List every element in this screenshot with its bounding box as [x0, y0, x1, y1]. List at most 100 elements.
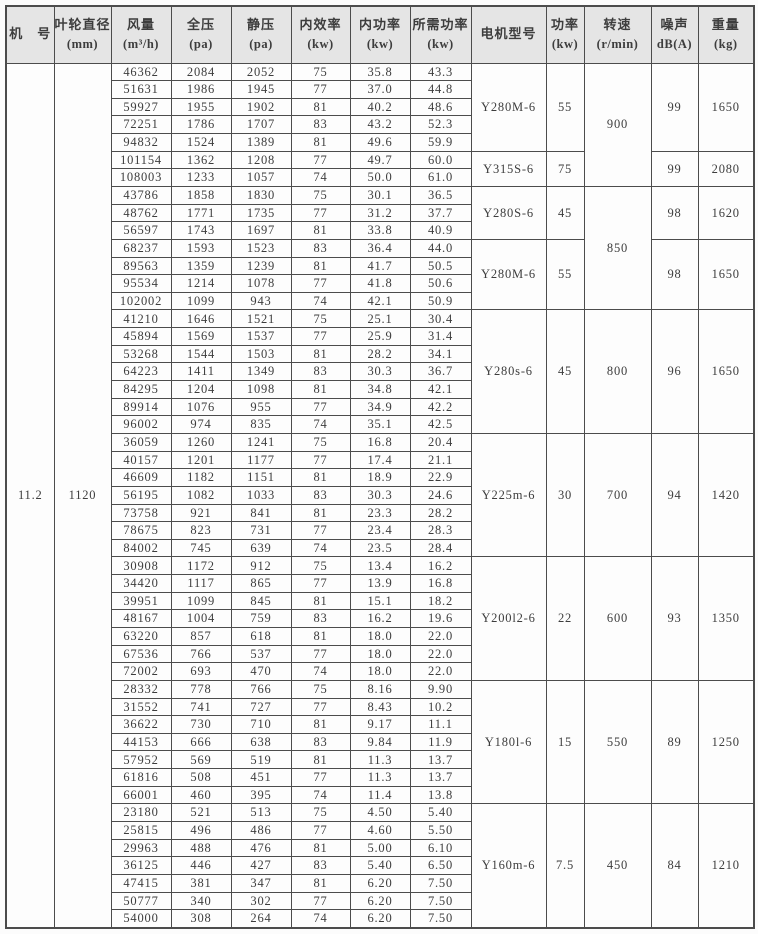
total-pressure-cell: 745 — [170, 538, 232, 558]
static-pressure-cell: 1945 — [230, 80, 292, 99]
airflow-cell: 96002 — [110, 415, 172, 434]
total-pressure-cell: 1524 — [170, 133, 232, 152]
required-power-cell: 31.4 — [409, 327, 472, 346]
noise-cell: 99 — [650, 62, 699, 152]
static-pressure-cell: 347 — [230, 873, 292, 893]
internal-power-cell: 49.7 — [349, 150, 411, 170]
airflow-cell: 101154 — [110, 150, 172, 170]
efficiency-cell: 77 — [290, 644, 351, 664]
table-row: 30908 1172 912 75 13.4 16.2 Y200l2-6 22 600 93 135… — [6, 556, 755, 681]
required-power-cell: 21.1 — [409, 450, 472, 470]
required-power-cell: 36.7 — [409, 362, 472, 382]
noise-cell: 96 — [650, 309, 699, 434]
machine-no-cell: 11.2 — [5, 62, 55, 929]
static-pressure-cell: 1349 — [230, 362, 292, 382]
efficiency-cell: 75 — [290, 309, 351, 329]
table-row: 40157 1201 1177 77 17.4 21.1 — [6, 450, 754, 470]
required-power-cell: 20.4 — [409, 432, 472, 452]
header-cell: 所需功率 (kw) — [409, 5, 472, 64]
header-unit: dB(A) — [656, 37, 693, 52]
total-pressure-cell: 921 — [170, 503, 232, 523]
static-pressure-cell: 1239 — [230, 256, 292, 276]
required-power-cell: 50.9 — [409, 291, 472, 311]
total-pressure-cell: 1233 — [170, 168, 232, 187]
internal-power-cell: 23.4 — [349, 521, 411, 540]
internal-power-cell: 25.9 — [349, 327, 411, 346]
noise-cell: 93 — [650, 556, 699, 681]
internal-power-cell: 28.2 — [349, 344, 411, 364]
airflow-cell: 45894 — [110, 327, 172, 346]
table-row: 89563 1359 1239 81 41.7 50.5 — [6, 256, 754, 276]
table-row: 47415 381 347 81 6.20 7.50 — [6, 873, 754, 893]
rpm-cell: 700 — [583, 432, 652, 558]
table-row: 89914 1076 955 77 34.9 42.2 — [6, 397, 754, 417]
efficiency-cell: 83 — [290, 485, 351, 505]
motor-model-cell: Y225m-6 — [470, 432, 547, 558]
total-pressure-cell: 1204 — [170, 380, 232, 399]
static-pressure-cell: 1521 — [230, 309, 292, 329]
total-pressure-cell: 1201 — [170, 450, 232, 470]
internal-power-cell: 40.2 — [349, 97, 411, 117]
airflow-cell: 56597 — [110, 221, 172, 240]
airflow-cell: 72251 — [110, 115, 172, 135]
header-unit: (pa) — [189, 37, 213, 52]
table-row: 72002 693 470 74 18.0 22.0 — [6, 662, 754, 681]
static-pressure-cell: 1057 — [230, 168, 292, 187]
weight-cell: 1420 — [697, 432, 755, 558]
static-pressure-cell: 841 — [230, 503, 292, 523]
efficiency-cell: 75 — [290, 62, 351, 82]
total-pressure-cell: 1411 — [170, 362, 232, 382]
internal-power-cell: 13.9 — [349, 574, 411, 593]
total-pressure-cell: 521 — [170, 803, 232, 823]
table-row: 34420 1117 865 77 13.9 16.8 — [6, 574, 754, 593]
required-power-cell: 6.50 — [409, 856, 472, 875]
header-cell: 噪声 dB(A) — [650, 5, 699, 64]
total-pressure-cell: 308 — [170, 909, 232, 929]
motor-power-cell: 30 — [545, 432, 585, 558]
table-row: 28332 778 766 75 8.16 9.90 Y180l-6 15 550 89 1250 — [6, 679, 755, 805]
required-power-cell: 24.6 — [409, 485, 472, 505]
airflow-cell: 89914 — [110, 397, 172, 417]
static-pressure-cell: 766 — [230, 679, 292, 699]
airflow-cell: 48167 — [110, 609, 172, 628]
total-pressure-cell: 381 — [170, 873, 232, 893]
efficiency-cell: 81 — [290, 97, 351, 117]
efficiency-cell: 83 — [290, 856, 351, 875]
airflow-cell: 63220 — [110, 627, 172, 646]
motor-power-cell: 15 — [545, 679, 585, 805]
internal-power-cell: 17.4 — [349, 450, 411, 470]
motor-power-cell: 45 — [545, 309, 585, 434]
internal-power-cell: 8.43 — [349, 697, 411, 717]
header-unit: (pa) — [249, 37, 273, 52]
internal-power-cell: 11.3 — [349, 768, 411, 787]
table-row: 41210 1646 1521 75 25.1 30.4 Y280s-6 45 800 96 165… — [6, 309, 755, 434]
airflow-cell: 84295 — [110, 380, 172, 399]
static-pressure-cell: 1098 — [230, 380, 292, 399]
table-row: 102002 1099 943 74 42.1 50.9 — [6, 291, 754, 311]
motor-model-cell: Y180l-6 — [470, 679, 547, 805]
efficiency-cell: 77 — [290, 697, 351, 717]
required-power-cell: 30.4 — [409, 309, 472, 329]
total-pressure-cell: 1099 — [170, 591, 232, 611]
rpm-cell: 800 — [583, 309, 652, 434]
efficiency-cell: 81 — [290, 468, 351, 487]
table-row: 57952 569 519 81 11.3 13.7 — [6, 750, 754, 770]
total-pressure-cell: 1172 — [170, 556, 232, 576]
airflow-cell: 34420 — [110, 574, 172, 593]
required-power-cell: 22.0 — [409, 644, 472, 664]
static-pressure-cell: 476 — [230, 838, 292, 858]
required-power-cell: 7.50 — [409, 891, 472, 911]
table-row: 84295 1204 1098 81 34.8 42.1 — [6, 380, 754, 399]
noise-cell: 98 — [650, 238, 699, 311]
header-cell: 内效率 (kw) — [290, 5, 351, 64]
required-power-cell: 18.2 — [409, 591, 472, 611]
efficiency-cell: 77 — [290, 80, 351, 99]
required-power-cell: 28.4 — [409, 538, 472, 558]
efficiency-cell: 77 — [290, 891, 351, 911]
total-pressure-cell: 666 — [170, 732, 232, 752]
total-pressure-cell: 1117 — [170, 574, 232, 593]
airflow-cell: 72002 — [110, 662, 172, 681]
static-pressure-cell: 1503 — [230, 344, 292, 364]
required-power-cell: 40.9 — [409, 221, 472, 240]
required-power-cell: 13.7 — [409, 768, 472, 787]
